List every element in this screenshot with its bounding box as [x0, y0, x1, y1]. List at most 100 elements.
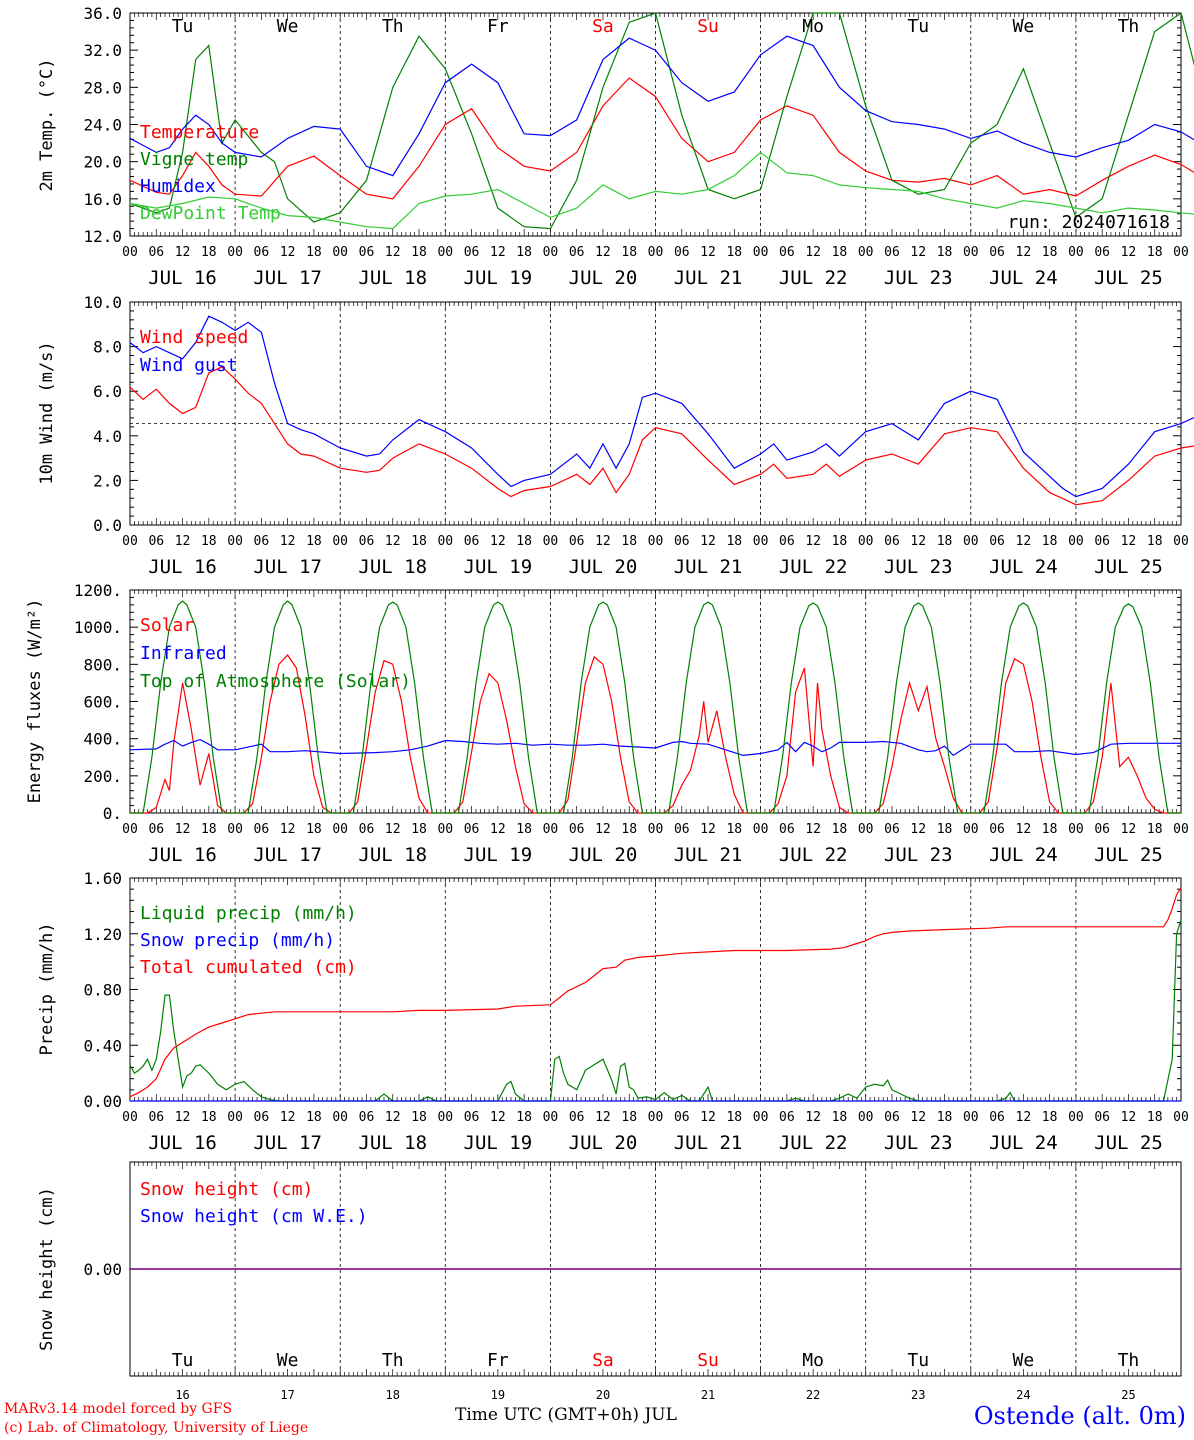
- hour-tick-label: 18: [516, 534, 532, 549]
- hour-tick-label: 00: [437, 1110, 453, 1125]
- hour-tick-label: 18: [411, 1110, 427, 1125]
- day-name-label: Tu: [907, 1350, 929, 1371]
- y-tick-label: 600.: [83, 693, 122, 712]
- y-tick-label: 800.: [83, 655, 122, 674]
- hour-tick-label: 06: [674, 822, 690, 837]
- y-tick-label: 0.40: [83, 1036, 122, 1055]
- hour-tick-label: 06: [148, 1110, 164, 1125]
- hour-tick-label: 06: [569, 822, 585, 837]
- date-label: JUL 19: [464, 267, 533, 289]
- hour-tick-label: 18: [937, 822, 953, 837]
- hour-tick-label: 00: [227, 534, 243, 549]
- date-label: JUL 21: [674, 556, 743, 578]
- hour-tick-label: 00: [1068, 822, 1084, 837]
- y-tick-label: 1200.: [74, 581, 122, 600]
- series-line-dewpoint-temp: [129, 151, 1194, 230]
- hour-tick-label: 00: [648, 822, 664, 837]
- hour-tick-label: 06: [779, 822, 795, 837]
- day-name-label: We: [1013, 1350, 1035, 1371]
- hour-tick-label: 18: [201, 245, 217, 260]
- x-axis-title: Time UTC (GMT+0h) JUL: [455, 1405, 677, 1425]
- hour-tick-label: 12: [1121, 245, 1137, 260]
- date-label: JUL 19: [464, 1132, 533, 1154]
- hour-tick-label: 12: [805, 822, 821, 837]
- legend-entry: Infrared: [140, 643, 227, 664]
- day-number-label: 19: [491, 1388, 505, 1402]
- hour-tick-label: 06: [254, 822, 270, 837]
- date-label: JUL 25: [1094, 267, 1163, 289]
- date-label: JUL 17: [253, 267, 322, 289]
- series-line-liquid-precip-mm-h-: [129, 919, 1182, 1102]
- day-name-label: We: [1013, 16, 1035, 37]
- y-tick-label: 24.0: [83, 116, 122, 135]
- legend-entry: Snow precip (mm/h): [140, 930, 335, 951]
- date-label: JUL 17: [253, 556, 322, 578]
- hour-tick-label: 12: [280, 1110, 296, 1125]
- hour-tick-label: 00: [858, 245, 874, 260]
- day-name-label: Th: [382, 16, 404, 37]
- hour-tick-label: 00: [437, 822, 453, 837]
- hour-tick-label: 00: [543, 1110, 559, 1125]
- date-label: JUL 20: [569, 267, 638, 289]
- day-number-label: 25: [1121, 1388, 1135, 1402]
- hour-tick-label: 12: [595, 245, 611, 260]
- hour-tick-label: 00: [648, 534, 664, 549]
- hour-tick-label: 00: [753, 245, 769, 260]
- hour-tick-label: 12: [910, 1110, 926, 1125]
- series-line-humidex: [129, 35, 1194, 177]
- hour-tick-label: 00: [227, 1110, 243, 1125]
- plot-frame: [129, 12, 1182, 237]
- y-tick-label: 28.0: [83, 78, 122, 97]
- legend-entry: Wind speed: [140, 327, 248, 348]
- hour-tick-label: 18: [411, 534, 427, 549]
- hour-tick-label: 00: [753, 1110, 769, 1125]
- date-label: JUL 23: [884, 844, 953, 866]
- hour-tick-label: 12: [805, 1110, 821, 1125]
- hour-tick-label: 18: [832, 245, 848, 260]
- hour-tick-label: 06: [359, 822, 375, 837]
- hour-tick-label: 12: [175, 1110, 191, 1125]
- hour-tick-label: 06: [884, 245, 900, 260]
- hour-tick-label: 12: [595, 1110, 611, 1125]
- day-number-label: 22: [806, 1388, 820, 1402]
- y-axis-label: 10m Wind (m/s): [37, 341, 57, 484]
- date-label: JUL 24: [989, 556, 1058, 578]
- hour-tick-label: 06: [464, 1110, 480, 1125]
- hour-tick-label: 18: [621, 1110, 637, 1125]
- y-tick-label: 0.0: [93, 516, 122, 535]
- date-label: JUL 18: [358, 1132, 427, 1154]
- hour-tick-label: 00: [753, 534, 769, 549]
- y-tick-label: 1000.: [74, 618, 122, 637]
- hour-tick-label: 06: [779, 1110, 795, 1125]
- day-number-label: 17: [280, 1388, 294, 1402]
- legend-entry: Temperature: [140, 122, 259, 143]
- legend-entry: Wind gust: [140, 355, 238, 376]
- hour-tick-label: 18: [621, 822, 637, 837]
- hour-tick-label: 00: [437, 534, 453, 549]
- hour-tick-label: 12: [595, 822, 611, 837]
- hour-tick-label: 00: [332, 1110, 348, 1125]
- hour-tick-label: 00: [122, 1110, 138, 1125]
- date-label: JUL 23: [884, 267, 953, 289]
- hour-tick-label: 12: [175, 245, 191, 260]
- hour-tick-label: 12: [175, 534, 191, 549]
- day-name-label: Tu: [172, 1350, 194, 1371]
- hour-tick-label: 00: [648, 245, 664, 260]
- hour-tick-label: 12: [280, 822, 296, 837]
- hour-tick-label: 18: [411, 245, 427, 260]
- hour-tick-label: 06: [148, 822, 164, 837]
- date-label: JUL 22: [779, 1132, 848, 1154]
- hour-tick-label: 18: [832, 1110, 848, 1125]
- hour-tick-label: 18: [306, 822, 322, 837]
- hour-tick-label: 18: [832, 534, 848, 549]
- model-credit: MARv3.14 model forced by GFS: [4, 1401, 233, 1417]
- hour-tick-label: 12: [805, 534, 821, 549]
- hour-tick-label: 12: [490, 1110, 506, 1125]
- date-label: JUL 17: [253, 844, 322, 866]
- series-line-top-of-atmosphere-solar-: [130, 600, 1181, 814]
- day-name-label: Th: [382, 1350, 404, 1371]
- legend-entry: Humidex: [140, 176, 216, 197]
- hour-tick-label: 12: [1121, 822, 1137, 837]
- date-label: JUL 21: [674, 267, 743, 289]
- hour-tick-label: 00: [858, 534, 874, 549]
